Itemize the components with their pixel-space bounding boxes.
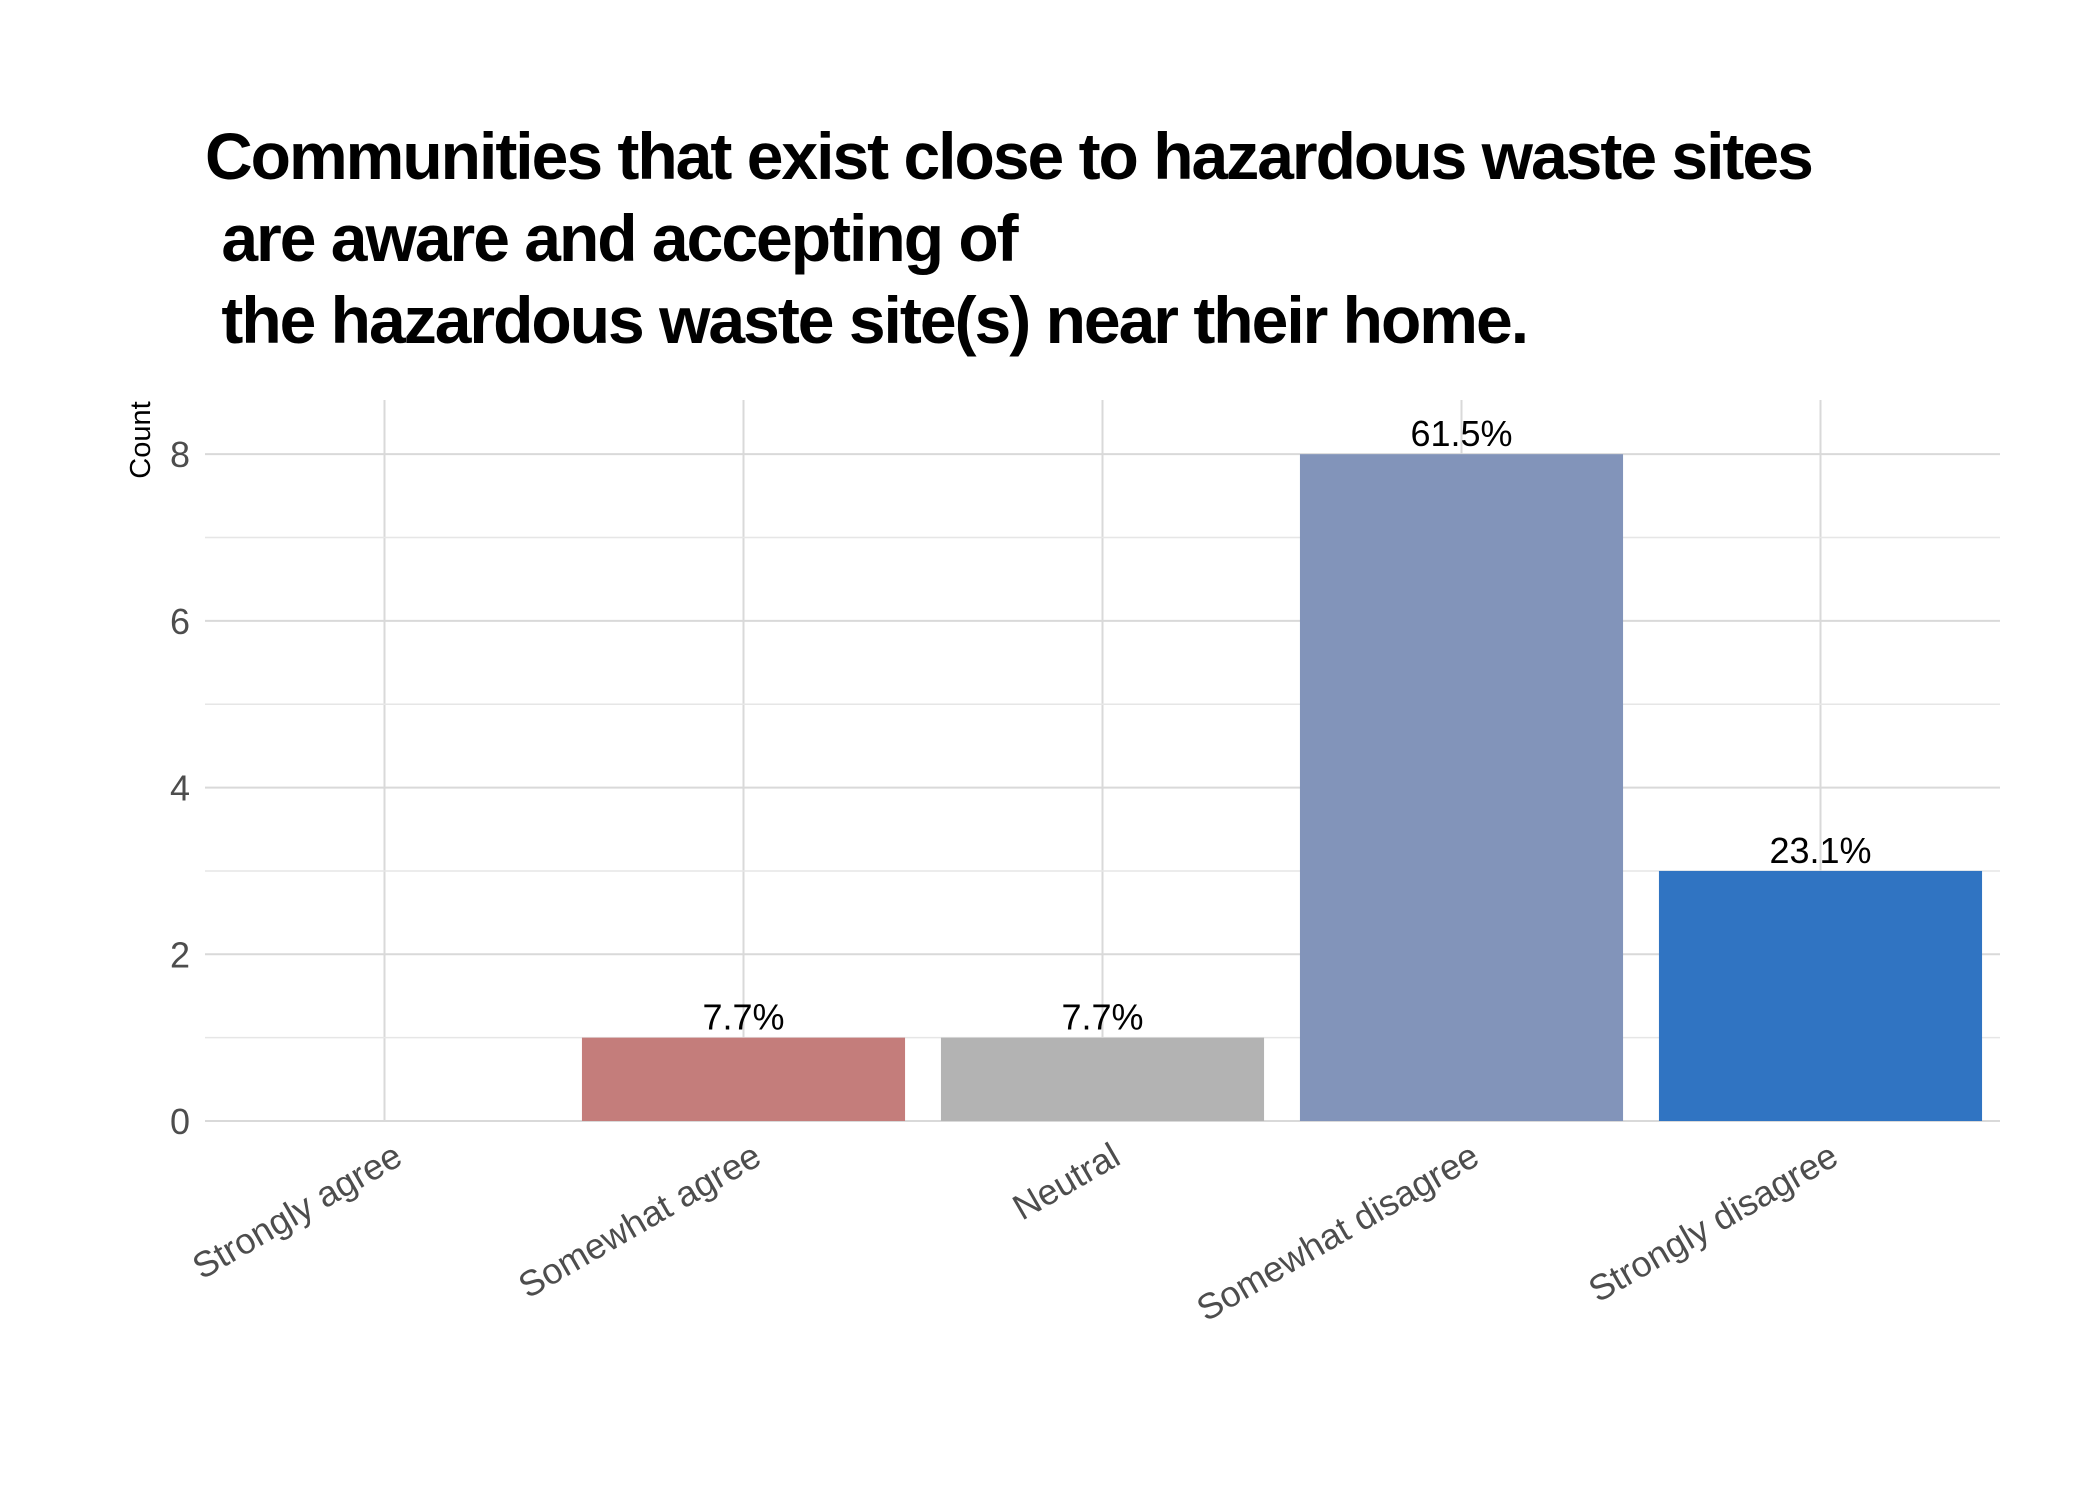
y-tick-label: 6 bbox=[170, 601, 190, 642]
x-tick-label: Somewhat disagree bbox=[1189, 1134, 1485, 1329]
chart-title: Communities that exist close to hazardou… bbox=[205, 115, 1955, 361]
data-label: 61.5% bbox=[1410, 413, 1512, 454]
y-axis-ticks: 0 2 4 6 8 bbox=[170, 434, 190, 1142]
grid-lines bbox=[205, 400, 2000, 1122]
data-label: 7.7% bbox=[702, 997, 784, 1038]
y-tick-label: 4 bbox=[170, 768, 190, 809]
x-tick-label: Neutral bbox=[1005, 1134, 1126, 1228]
y-tick-label: 0 bbox=[170, 1101, 190, 1142]
bar-strongly-disagree bbox=[1658, 870, 1983, 1121]
bar-somewhat-disagree bbox=[1299, 454, 1624, 1121]
bars bbox=[581, 454, 1983, 1121]
x-tick-label: Strongly disagree bbox=[1581, 1134, 1844, 1310]
chart-title-line-1: Communities that exist close to hazardou… bbox=[205, 119, 1814, 193]
bar-neutral bbox=[940, 1037, 1265, 1121]
chart-title-line-3: the hazardous waste site(s) near their h… bbox=[205, 283, 1529, 357]
data-label: 23.1% bbox=[1769, 830, 1871, 871]
x-axis-ticks: Strongly agree Somewhat agree Neutral Somew… bbox=[185, 1134, 1844, 1329]
data-labels: 7.7% 7.7% 61.5% 23.1% bbox=[702, 413, 1871, 1037]
chart-title-line-2: are aware and accepting of bbox=[205, 201, 1018, 275]
x-tick-label: Somewhat agree bbox=[511, 1134, 767, 1306]
y-axis-title: Count bbox=[125, 401, 157, 478]
data-label: 7.7% bbox=[1061, 997, 1143, 1038]
y-tick-label: 8 bbox=[170, 434, 190, 475]
x-tick-label: Strongly agree bbox=[185, 1134, 408, 1287]
bar-somewhat-agree bbox=[581, 1037, 906, 1121]
y-tick-label: 2 bbox=[170, 934, 190, 975]
